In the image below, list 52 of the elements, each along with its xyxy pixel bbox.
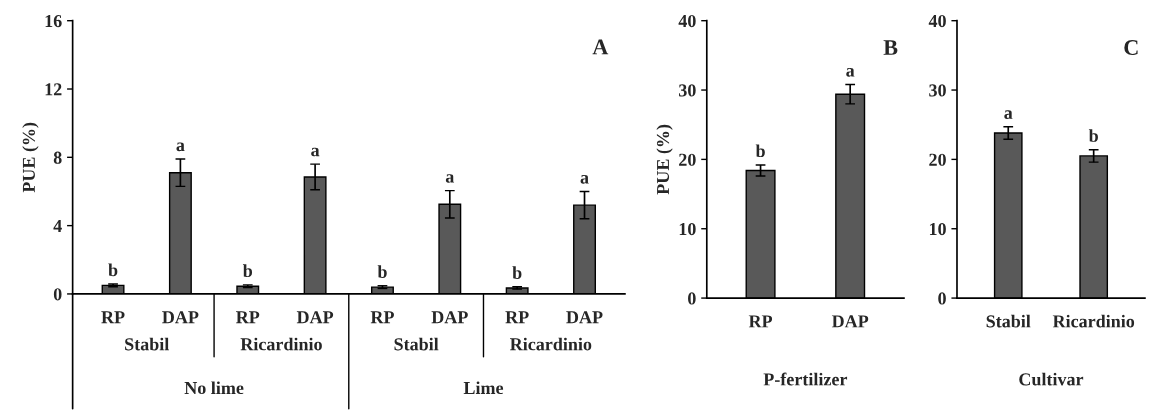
x-tick-label: Ricardinio [1052, 314, 1135, 328]
x-tick-label: DAP [296, 311, 334, 324]
text: Stabil [125, 337, 169, 351]
x-tick-label: RP [505, 311, 529, 324]
y-tick-label: 0 [53, 288, 62, 301]
y-tick-label: 20 [929, 153, 946, 166]
data-label: b [1088, 129, 1098, 142]
y-tick-label: 40 [928, 14, 946, 28]
data-label: a [846, 68, 855, 77]
data-label: b [242, 264, 253, 278]
x-tick-label: Stabil [986, 314, 1031, 328]
data-label: b [512, 266, 522, 279]
data-label: a [445, 174, 455, 183]
y-tick-label: 10 [679, 222, 696, 236]
y-tick-label: 12 [45, 83, 62, 96]
y-axis-title: PUE (%) [22, 122, 39, 193]
y-tick-label: 8 [53, 151, 62, 164]
text: Lime [463, 381, 504, 395]
text: No lime [184, 381, 244, 395]
data-label: a [311, 147, 320, 157]
data-label: b [108, 263, 118, 277]
y-tick-label: 0 [938, 292, 946, 305]
data-label: b [377, 265, 387, 278]
x-tick-label: RP [101, 311, 125, 324]
x-tick-label: RP [748, 315, 773, 328]
text: A [592, 39, 609, 55]
x-tick-label: DAP [162, 311, 199, 324]
x-axis-title: Cultivar [1019, 372, 1084, 386]
text: B [883, 40, 898, 55]
text: C [1124, 40, 1138, 56]
data-label: a [580, 174, 589, 184]
x-tick-label: RP [236, 311, 260, 324]
y-tick-label: 16 [45, 15, 62, 28]
data-label: b [755, 144, 765, 158]
y-tick-label: 40 [678, 14, 696, 28]
x-axis-title: P-fertilizer [763, 372, 848, 386]
y-tick-label: 10 [929, 222, 946, 236]
text: Ricardinio [240, 337, 322, 351]
data-label: a [176, 142, 185, 152]
x-tick-label: RP [370, 311, 394, 324]
y-tick-label: 20 [679, 153, 696, 166]
text: Ricardinio [510, 337, 592, 351]
y-tick-label: 0 [688, 292, 696, 305]
data-label: a [1004, 110, 1013, 119]
x-tick-label: DAP [831, 315, 869, 328]
x-tick-label: DAP [566, 311, 603, 324]
x-tick-label: DAP [431, 311, 468, 324]
y-tick-label: 30 [679, 84, 696, 97]
y-axis-title: PUE (%) [656, 124, 673, 195]
y-tick-label: 30 [929, 84, 946, 97]
y-tick-label: 4 [53, 220, 62, 232]
text: Stabil [394, 337, 439, 351]
